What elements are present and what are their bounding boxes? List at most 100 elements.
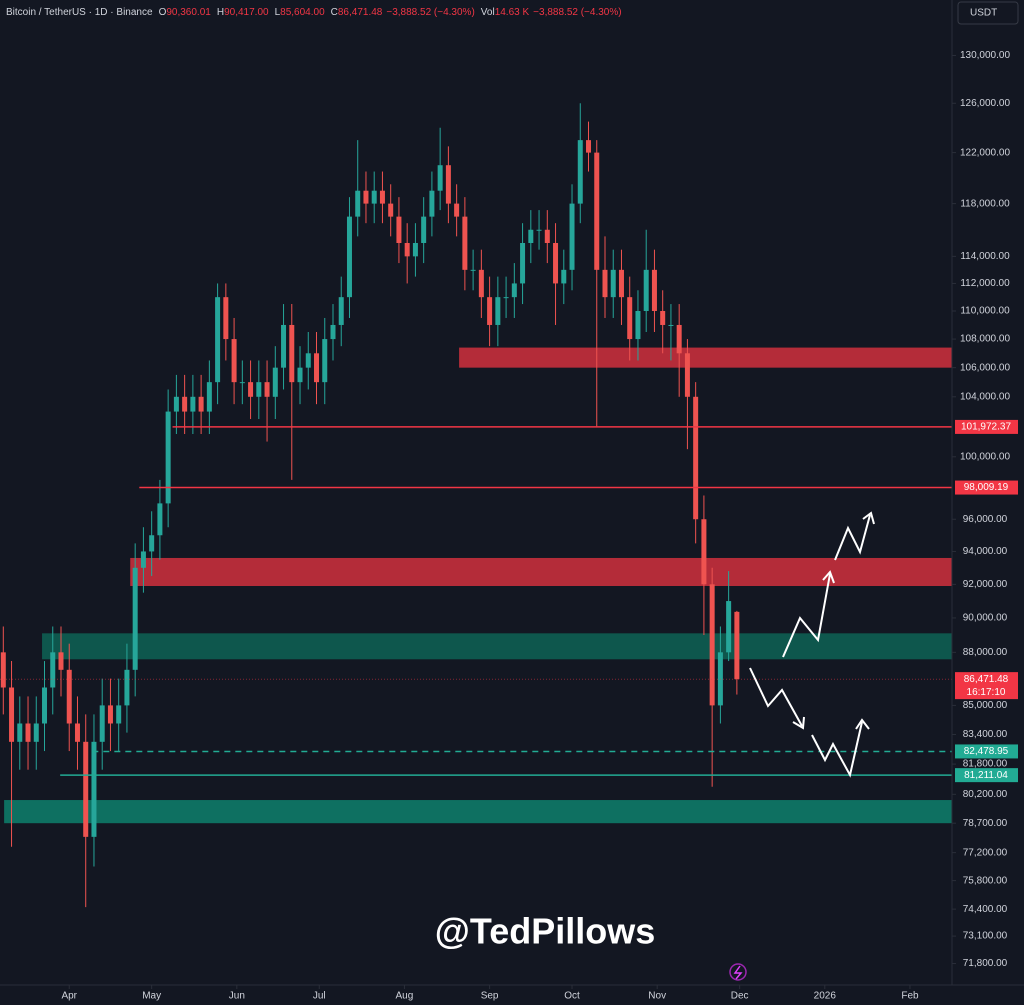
y-tick-label: 74,400.00	[963, 904, 1008, 915]
x-tick-label: Sep	[481, 991, 499, 1002]
candle-body	[346, 216, 352, 298]
candle-body	[281, 324, 287, 368]
x-tick-label: Nov	[648, 991, 666, 1002]
candle-body	[50, 652, 56, 688]
candle-body	[116, 705, 122, 724]
candle-body	[487, 297, 493, 325]
candle-body	[379, 190, 385, 204]
candle-body	[355, 190, 361, 217]
watermark: @TedPillows	[435, 911, 655, 952]
candle-body	[272, 367, 278, 397]
candle-body	[124, 669, 130, 706]
candle-body	[33, 723, 39, 742]
y-tick-label: 90,000.00	[963, 613, 1008, 624]
candle-body	[0, 652, 6, 688]
candle-body	[190, 396, 196, 412]
candle-body	[495, 297, 501, 325]
field-value: 14.63 K	[495, 7, 530, 18]
candle-body	[91, 741, 97, 837]
y-tick-label: 106,000.00	[960, 362, 1010, 373]
y-tick-label: 80,200.00	[963, 789, 1008, 800]
y-tick-label: 96,000.00	[963, 514, 1008, 525]
arrowhead	[855, 718, 870, 730]
level-tag-label: 98,009.19	[964, 482, 1009, 493]
candle-body	[602, 269, 608, 298]
candle-body	[660, 310, 666, 325]
plot-area	[0, 103, 957, 908]
candle-body	[462, 216, 468, 270]
candle-body	[618, 269, 624, 298]
arrow-up-path	[782, 573, 831, 658]
candle-body	[404, 243, 410, 257]
field-value: −3,888.52 (−4.30%)	[386, 7, 474, 18]
field-value: 85,604.00	[280, 7, 325, 18]
x-tick-label: Apr	[61, 991, 77, 1002]
currency-button[interactable]	[957, 1, 1019, 25]
icon-circle	[729, 963, 747, 981]
candle-body	[165, 411, 171, 504]
arrowhead	[822, 570, 835, 584]
candle-body	[17, 723, 23, 742]
field-value: 90,417.00	[224, 7, 269, 18]
candle-body	[553, 243, 559, 284]
lightning-icon[interactable]	[729, 963, 747, 981]
candle-body	[528, 229, 534, 244]
candle-body	[132, 567, 138, 670]
y-tick-label: 126,000.00	[960, 98, 1010, 109]
candle-body	[635, 310, 641, 340]
candle-body	[99, 705, 105, 742]
y-tick-label: 85,000.00	[963, 700, 1008, 711]
candle-body	[206, 382, 212, 412]
y-tick-label: 81,800.00	[963, 759, 1008, 770]
candle-body	[709, 584, 715, 706]
candle-body	[577, 140, 583, 204]
last-price-tag	[955, 672, 1018, 700]
price-axis-panel	[952, 0, 1024, 1005]
candle-body	[198, 396, 204, 412]
candle-body	[668, 324, 674, 326]
field-value: 86,471.48	[338, 7, 383, 18]
y-tick-label: 100,000.00	[960, 451, 1010, 462]
level-tag	[955, 744, 1018, 759]
x-tick-label: May	[142, 991, 161, 1002]
arrowhead	[862, 511, 875, 525]
arrow-down-path	[749, 667, 803, 727]
candle-body	[586, 140, 592, 153]
candle-body	[610, 269, 616, 298]
zone	[4, 800, 956, 824]
zone	[42, 633, 956, 660]
candle-body	[74, 723, 80, 742]
x-tick-label: Oct	[564, 991, 580, 1002]
candle-body	[248, 382, 254, 397]
candle-body	[173, 396, 179, 412]
y-tick-label: 73,100.00	[963, 931, 1008, 942]
candle-body	[388, 203, 394, 217]
candle-body	[9, 687, 15, 742]
level-tag	[955, 768, 1018, 783]
scenario-arrows	[749, 511, 875, 778]
candle-body	[536, 229, 542, 231]
candle-body	[454, 203, 460, 217]
x-tick-label: Aug	[396, 991, 414, 1002]
candle-body	[83, 741, 89, 837]
field-key: Vol	[481, 7, 495, 18]
candle-body	[445, 165, 451, 204]
y-tick-label: 83,400.00	[963, 729, 1008, 740]
axes: 130,000.00 126,000.00 122,000.00 118,000.00…	[61, 50, 1018, 1002]
candle-body	[684, 353, 690, 397]
field-key: H	[217, 7, 224, 18]
y-tick-label: 118,000.00	[960, 198, 1010, 209]
y-tick-label: 104,000.00	[960, 391, 1010, 402]
candle-body	[627, 297, 633, 340]
candle-body	[305, 353, 311, 368]
y-tick-label: 122,000.00	[960, 147, 1010, 158]
candle-body	[330, 324, 336, 340]
candle-body	[58, 652, 64, 670]
candle-body	[289, 324, 295, 383]
candle-body	[25, 723, 31, 742]
candle-body	[520, 243, 526, 284]
y-tick-label: 94,000.00	[963, 546, 1008, 557]
candle-body	[107, 705, 113, 724]
candle-body	[363, 190, 369, 204]
